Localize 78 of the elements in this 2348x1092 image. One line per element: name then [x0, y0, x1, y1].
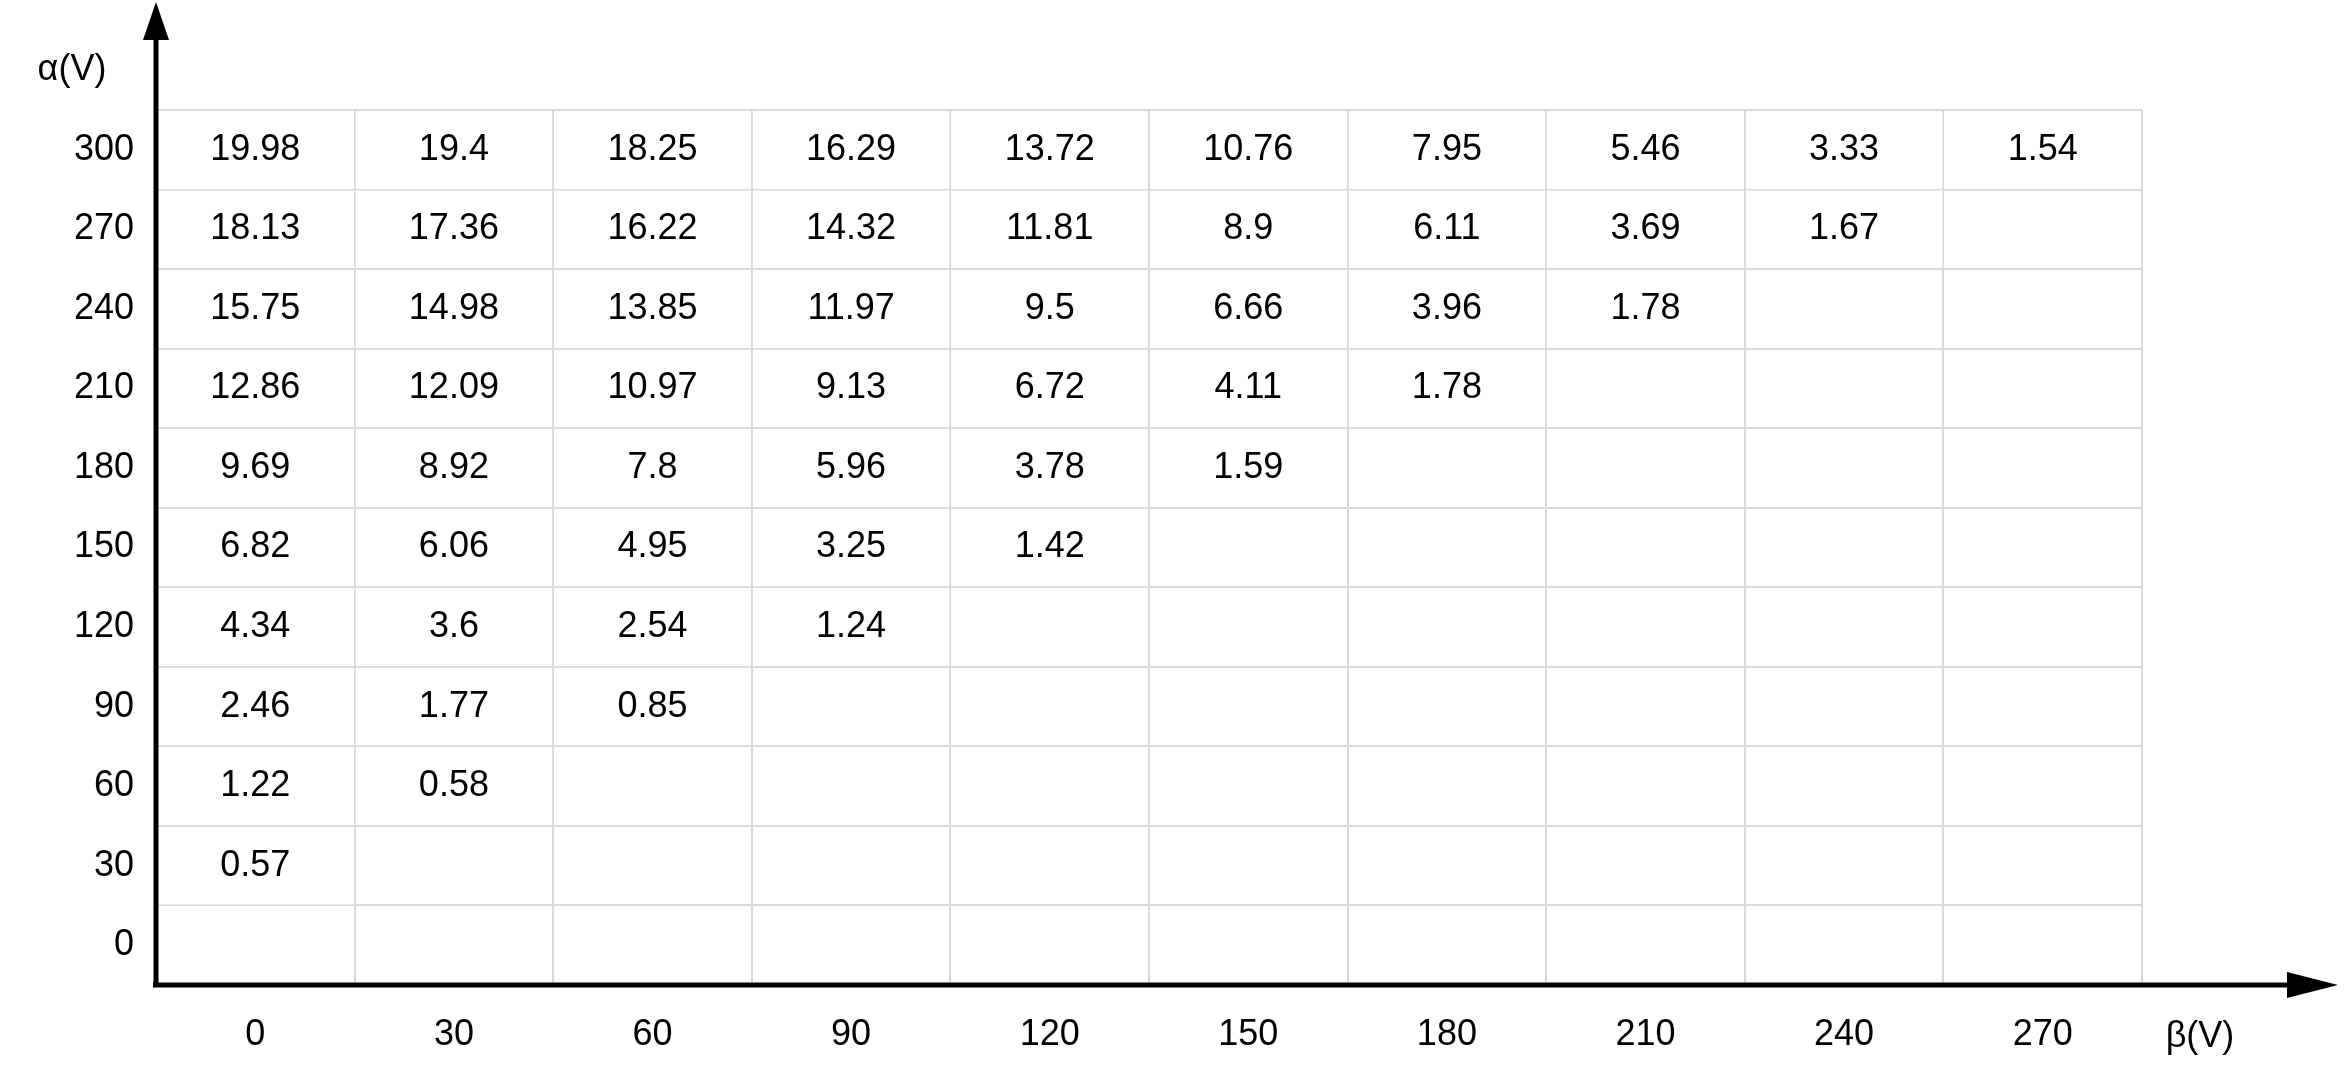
x-tick-label: 30 [433, 1011, 474, 1053]
y-tick-label: 120 [73, 603, 134, 645]
y-tick-label: 270 [73, 206, 134, 248]
x-tick-label: 180 [1416, 1011, 1477, 1053]
data-label: 1.77 [418, 683, 489, 725]
x-tick-label: 210 [1615, 1011, 1676, 1053]
data-label: 19.98 [210, 126, 301, 168]
y-axis-title: α(V) [37, 46, 107, 88]
y-tick-label: 210 [73, 365, 134, 407]
data-label: 1.78 [1411, 365, 1482, 407]
data-label: 6.72 [1014, 365, 1085, 407]
x-tick-label: 120 [1019, 1011, 1080, 1053]
y-tick-label: 240 [73, 285, 134, 327]
data-label: 18.13 [210, 206, 301, 248]
y-tick-label: 90 [93, 683, 134, 725]
data-label: 4.34 [220, 603, 291, 645]
data-label: 5.46 [1610, 126, 1681, 168]
x-tick-label: 240 [1814, 1011, 1875, 1053]
data-label: 4.95 [617, 524, 688, 566]
data-label: 0.85 [617, 683, 688, 725]
data-label: 5.96 [816, 444, 887, 486]
x-tick-label: 150 [1218, 1011, 1279, 1053]
data-label: 3.78 [1014, 444, 1085, 486]
data-label: 6.11 [1413, 206, 1481, 248]
data-label: 1.24 [816, 603, 887, 645]
data-label: 6.66 [1213, 285, 1284, 327]
data-label: 1.42 [1014, 524, 1085, 566]
y-tick-label: 30 [93, 842, 134, 884]
data-label: 1.54 [2007, 126, 2078, 168]
x-tick-label: 90 [831, 1011, 872, 1053]
data-label: 16.29 [806, 126, 897, 168]
y-tick-label: 300 [73, 126, 134, 168]
data-label: 0.57 [220, 842, 291, 884]
data-label: 9.5 [1024, 285, 1075, 327]
data-label: 9.13 [816, 365, 887, 407]
data-label: 4.11 [1214, 365, 1282, 407]
data-label: 0.58 [418, 763, 489, 805]
y-tick-label: 150 [73, 524, 134, 566]
data-label: 14.98 [408, 285, 499, 327]
data-label: 2.46 [220, 683, 291, 725]
data-label: 1.78 [1610, 285, 1681, 327]
data-label: 9.69 [220, 444, 291, 486]
data-label: 6.06 [418, 524, 489, 566]
data-label: 3.33 [1809, 126, 1880, 168]
y-tick-label: 0 [113, 922, 134, 964]
data-label: 3.96 [1411, 285, 1482, 327]
data-label: 10.97 [607, 365, 698, 407]
data-label: 6.82 [220, 524, 291, 566]
data-label: 1.67 [1809, 206, 1880, 248]
data-label: 10.76 [1203, 126, 1294, 168]
data-label: 19.4 [418, 126, 489, 168]
data-label: 3.6 [428, 603, 479, 645]
data-label: 12.09 [408, 365, 499, 407]
data-label: 11.97 [807, 285, 895, 327]
data-label: 15.75 [210, 285, 301, 327]
data-label: 13.85 [607, 285, 698, 327]
x-tick-label: 270 [2012, 1011, 2073, 1053]
data-label: 8.9 [1223, 206, 1274, 248]
data-label: 13.72 [1004, 126, 1095, 168]
data-label: 16.22 [607, 206, 698, 248]
data-label: 1.22 [220, 763, 291, 805]
data-label: 3.25 [816, 524, 887, 566]
data-label: 17.36 [408, 206, 499, 248]
y-tick-label: 180 [73, 444, 134, 486]
data-label: 1.59 [1213, 444, 1284, 486]
data-label: 11.81 [1005, 206, 1094, 248]
data-label: 7.8 [627, 444, 678, 486]
data-label: 7.95 [1411, 126, 1482, 168]
data-label: 3.69 [1610, 206, 1681, 248]
x-tick-label: 60 [632, 1011, 673, 1053]
data-label: 2.54 [617, 603, 688, 645]
y-tick-label: 60 [93, 763, 134, 805]
x-tick-label: 0 [245, 1011, 266, 1053]
data-label: 14.32 [806, 206, 897, 248]
data-label: 18.25 [607, 126, 698, 168]
x-axis-title: β(V) [2165, 1013, 2235, 1055]
data-label: 8.92 [418, 444, 489, 486]
data-label: 12.86 [210, 365, 301, 407]
